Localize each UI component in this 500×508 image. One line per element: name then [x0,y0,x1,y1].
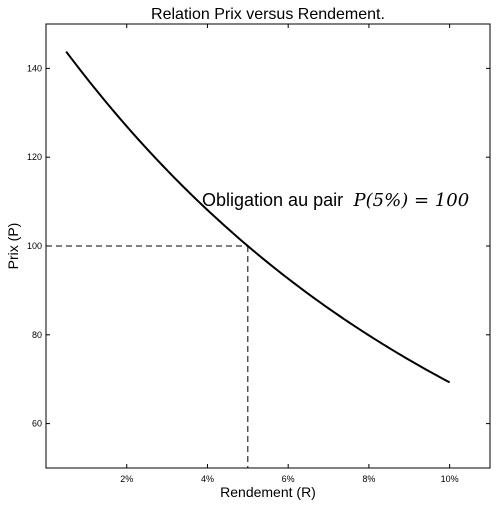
par-bond-annotation: Obligation au pair P(5%) = 100 [202,190,469,211]
annotation-math: P(5%) = 100 [353,190,470,211]
price-yield-curve [65,50,451,384]
x-tick-label: 10% [441,474,459,484]
y-axis-title: Prix (P) [5,223,21,270]
y-axis-ticks: 60 80 100 120 140 [27,63,490,429]
y-tick-label: 100 [27,241,42,251]
x-axis-title: Rendement (R) [220,484,316,500]
x-tick-label: 2% [120,474,133,484]
y-tick-label: 120 [27,152,42,162]
plot-area-frame [45,23,491,469]
y-tick-label: 60 [32,419,42,429]
x-tick-label: 6% [282,474,295,484]
annotation-text: Obligation au pair [202,190,343,210]
y-tick-label: 80 [32,330,42,340]
y-tick-label: 140 [27,63,42,73]
x-tick-label: 4% [201,474,214,484]
x-tick-label: 8% [362,474,375,484]
chart-title: Relation Prix versus Rendement. [151,6,385,23]
x-axis-ticks: 2% 4% 6% 8% 10% [120,24,459,484]
